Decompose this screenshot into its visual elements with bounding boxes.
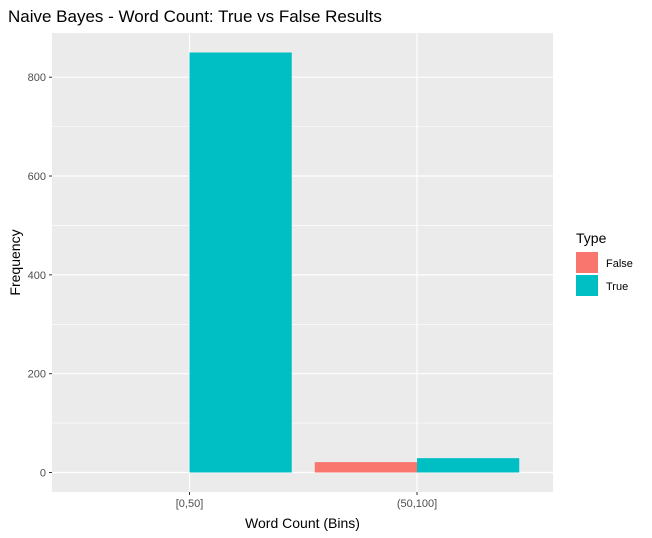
bars — [189, 52, 520, 473]
x-tick-label: (50,100] — [397, 498, 437, 510]
x-tick-label: [0,50] — [176, 498, 204, 510]
legend-label-false: False — [606, 258, 633, 270]
bar-false-1 — [314, 462, 417, 473]
x-axis-title: Word Count (Bins) — [245, 515, 360, 531]
chart-title: Naive Bayes - Word Count: True vs False … — [8, 7, 382, 26]
legend-key-true — [576, 275, 598, 296]
bar-true-1 — [417, 458, 520, 473]
y-tick-label: 200 — [28, 369, 46, 381]
legend-title: Type — [576, 230, 607, 246]
plot-panel — [52, 33, 553, 492]
x-axis: [0,50] (50,100] — [176, 492, 437, 510]
legend: Type False True — [576, 230, 633, 296]
y-axis-title: Frequency — [7, 229, 23, 295]
bar-true-0 — [189, 52, 292, 473]
y-tick-label: 400 — [28, 270, 46, 282]
y-axis: 0 200 400 600 800 — [28, 72, 52, 480]
y-tick-label: 0 — [40, 468, 46, 480]
legend-items: False True — [576, 252, 633, 296]
y-tick-label: 800 — [28, 72, 46, 84]
legend-label-true: True — [606, 281, 628, 293]
legend-key-false — [576, 252, 598, 273]
y-tick-label: 600 — [28, 171, 46, 183]
